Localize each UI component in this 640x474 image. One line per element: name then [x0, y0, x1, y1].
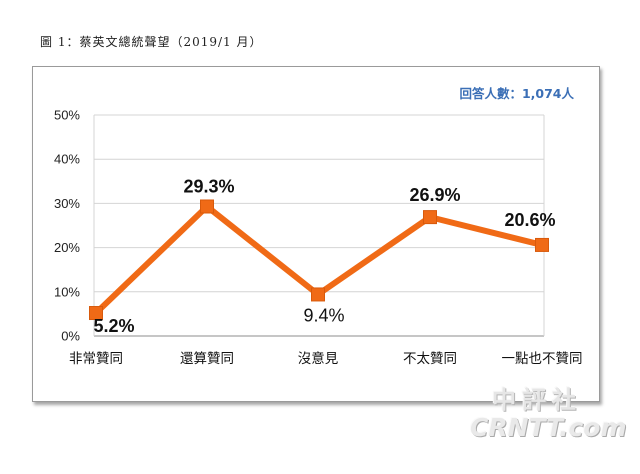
data-point — [423, 210, 437, 225]
watermark-chinese: 中評社 — [492, 385, 582, 414]
ytick-label: 10% — [54, 284, 80, 299]
figure-title: 圖 1：蔡英文總統聲望（2019/1 月） — [40, 35, 263, 49]
ytick-label: 0% — [61, 329, 80, 344]
ytick-label: 50% — [54, 108, 80, 123]
respondents-count: 回答人數：1,074人 — [459, 86, 574, 101]
x-axis: 非常贊同 還算贊同 沒意見 不太贊同 一點也不贊同 — [69, 350, 583, 367]
data-point — [200, 199, 214, 214]
xtick-label: 一點也不贊同 — [502, 351, 583, 367]
data-labels: 5.2% 29.3% 9.4% 26.9% 20.6% — [93, 176, 555, 336]
data-point — [311, 287, 325, 302]
data-label: 5.2% — [93, 316, 134, 336]
xtick-label: 非常贊同 — [69, 351, 123, 367]
watermark-english: CRNTT.com — [470, 413, 627, 442]
watermark-logo: 中評社 CRNTT.com — [470, 380, 627, 450]
xtick-label: 還算贊同 — [180, 351, 234, 367]
xtick-label: 不太贊同 — [403, 351, 457, 367]
y-axis: 0% 10% 20% 30% 40% 50% — [54, 108, 80, 344]
gridlines — [93, 114, 545, 337]
ytick-label: 20% — [54, 240, 80, 255]
data-label: 9.4% — [303, 305, 344, 325]
data-point — [89, 306, 103, 321]
series-approval — [89, 199, 549, 321]
ytick-label: 40% — [54, 152, 80, 167]
ytick-label: 30% — [54, 196, 80, 211]
data-label: 20.6% — [504, 210, 555, 230]
data-point — [535, 237, 549, 252]
data-label: 29.3% — [183, 176, 234, 196]
xtick-label: 沒意見 — [298, 350, 339, 367]
data-label: 26.9% — [409, 185, 460, 205]
